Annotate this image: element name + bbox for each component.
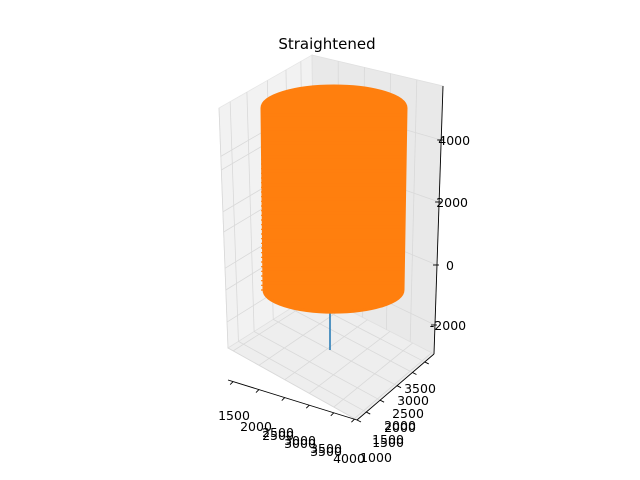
y-grid-line <box>227 347 358 421</box>
y-tick-label: 1500 <box>372 435 404 450</box>
x-tick-label: 3000 <box>284 436 316 451</box>
x-tick-label-overlap: 3000 <box>284 433 316 448</box>
y-grid-line-wall <box>218 107 229 349</box>
y-tick-label-overlap: 2000 <box>384 418 416 433</box>
x-grid-line <box>333 342 413 408</box>
x-grid-line <box>284 319 368 381</box>
y-tick-label-overlap: 1500 <box>372 432 404 447</box>
tick-marks <box>229 139 444 423</box>
y-grid-line <box>273 319 398 387</box>
x-tick-mark <box>305 404 310 409</box>
x-tick-label: 2500 <box>262 428 294 443</box>
chart-title: Straightened <box>278 35 375 53</box>
x-grid-line-wall <box>409 79 418 342</box>
y-grid-line <box>253 331 381 401</box>
x-tick-mark <box>330 412 335 417</box>
y-tick-label: 1000 <box>360 450 392 465</box>
y-tick-label: 3000 <box>397 393 429 408</box>
x-tick-label: 3500 <box>310 444 342 459</box>
y-tick-label: 2000 <box>384 420 416 435</box>
x-tick-mark <box>281 397 286 401</box>
y-tick-label: 2500 <box>392 406 424 421</box>
x-tick-mark <box>229 381 234 385</box>
x-grid-line <box>354 352 432 419</box>
x-tick-label: 4000 <box>333 451 365 466</box>
y-grid-line-wall <box>229 101 239 342</box>
y-axis-line <box>356 353 435 421</box>
y-tick-label: 3500 <box>404 381 436 396</box>
x-tick-mark <box>255 389 260 393</box>
z-tick-label: -2000 <box>430 318 466 333</box>
z-tick-label: 4000 <box>438 133 470 148</box>
z-axis-line <box>433 85 444 355</box>
x-tick-label-overlap: 3500 <box>310 441 342 456</box>
x-tick-label: 2000 <box>240 419 272 434</box>
x-tick-label-overlap: 2500 <box>262 425 294 440</box>
tick-labels: 1500200025003000350040002500300035001000… <box>218 133 470 466</box>
x-axis-line <box>227 379 358 421</box>
x-tick-mark <box>351 418 355 423</box>
series-layer <box>260 84 408 350</box>
y-tick-mark <box>412 372 417 375</box>
y-tick-mark <box>396 385 402 389</box>
z-tick-label: 2000 <box>436 195 468 210</box>
y-tick-mark <box>424 361 429 365</box>
y-grid-line-wall <box>246 92 255 332</box>
axis-lines <box>227 85 444 421</box>
y-grid-line <box>238 341 367 413</box>
y-tick-mark <box>379 399 385 403</box>
y-grid-line <box>290 308 413 373</box>
y-tick-mark <box>356 419 362 423</box>
x-tick-label: 1500 <box>218 408 250 423</box>
y-tick-mark <box>366 411 371 415</box>
series-cylinder <box>260 84 408 314</box>
x-grid-line <box>309 331 391 394</box>
z-tick-label: 0 <box>446 258 454 273</box>
